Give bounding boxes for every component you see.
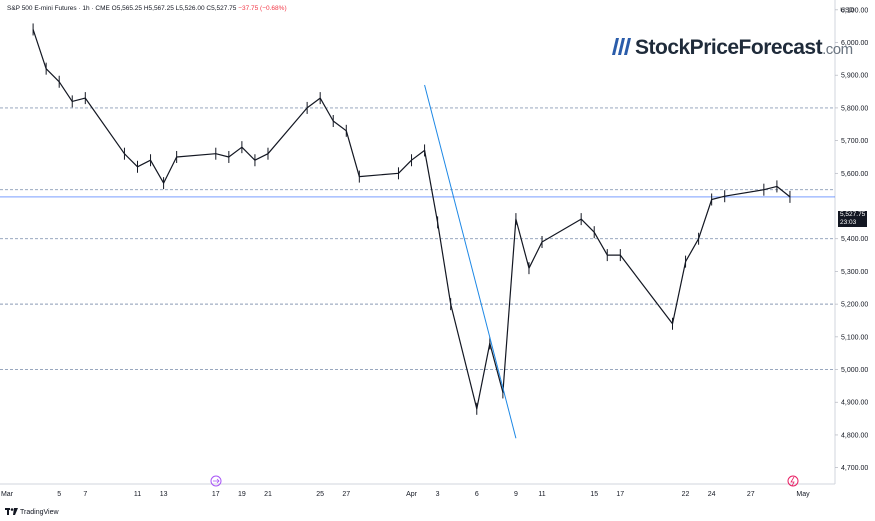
x-tick-label: 25 — [316, 491, 324, 498]
x-tick-label: 27 — [747, 491, 755, 498]
y-tick-label: 6,100.00 — [841, 7, 868, 14]
current-price: 5,527.75 — [840, 211, 866, 218]
tradingview-logo-icon — [5, 508, 18, 515]
x-tick-label: 21 — [264, 491, 272, 498]
y-tick-label: 5,800.00 — [841, 105, 868, 112]
brand-logo-icon — [612, 38, 631, 55]
x-tick-label: 22 — [682, 491, 690, 498]
x-tick-label: 5 — [57, 491, 61, 498]
low-value: L5,526.00 — [175, 5, 205, 12]
y-tick-label: 5,600.00 — [841, 171, 868, 178]
x-tick-label: May — [796, 491, 810, 498]
close-value: C5,527.75 — [206, 5, 237, 12]
price-series — [32, 23, 791, 415]
trendline-group — [424, 84, 517, 439]
y-tick-label: 4,900.00 — [841, 400, 868, 407]
x-tick-label: 6 — [475, 491, 479, 498]
y-tick-label: 4,700.00 — [841, 465, 868, 472]
brand-watermark: StockPriceForecast.com — [612, 36, 853, 60]
open-value: O5,565.25 — [111, 5, 143, 12]
x-tick-label: 3 — [436, 491, 440, 498]
x-tick-label: 7 — [83, 491, 87, 498]
x-tick-label: 19 — [238, 491, 246, 498]
x-tick-label: 11 — [134, 491, 141, 498]
x-tick-label: 9 — [514, 491, 518, 498]
tradingview-footer[interactable]: TradingView — [5, 508, 59, 516]
y-tick-label: 5,000.00 — [841, 367, 868, 374]
y-tick-label: 5,700.00 — [841, 138, 868, 145]
currency-label[interactable]: USD — [840, 7, 854, 14]
x-tick-label: Apr — [406, 491, 418, 498]
x-tick-label: 17 — [212, 491, 220, 498]
trendline[interactable] — [424, 84, 517, 439]
high-value: H5,567.25 — [143, 5, 174, 12]
horizontal-levels — [0, 107, 835, 370]
y-axis-ticks: 6,100.00 6,000.00 5,900.00 5,800.00 5,700.00… — [835, 7, 868, 472]
event-markers — [210, 475, 799, 487]
tradingview-label: TradingView — [20, 509, 59, 516]
change-value: −37.75 (−0.68%) — [238, 5, 287, 12]
y-tick-label: 5,300.00 — [841, 269, 868, 276]
current-price-tag: 5,527.75 23:03 — [838, 211, 867, 227]
bar-countdown: 23:03 — [840, 219, 857, 226]
symbol-header: S&P 500 E-mini Futures · 1h · CME O5,565… — [7, 5, 287, 12]
lightning-marker-icon[interactable] — [787, 475, 799, 487]
x-tick-label: 27 — [342, 491, 350, 498]
x-tick-label: 17 — [616, 491, 624, 498]
y-tick-label: 5,100.00 — [841, 334, 868, 341]
y-tick-label: 5,200.00 — [841, 302, 868, 309]
y-tick-label: 4,800.00 — [841, 432, 868, 439]
x-tick-label: 15 — [590, 491, 598, 498]
x-tick-label: 13 — [160, 491, 168, 498]
brand-name: StockPriceForecast — [635, 36, 823, 59]
brand-domain: .com — [822, 41, 853, 58]
y-tick-label: 5,400.00 — [841, 236, 868, 243]
x-axis-ticks: Mar 5 7 11 13 17 19 21 25 27 Apr 3 6 9 11 15 17 22 24 27 May — [1, 491, 810, 498]
y-tick-label: 6,000.00 — [841, 40, 868, 47]
event-marker-icon[interactable] — [210, 475, 222, 487]
symbol-name[interactable]: S&P 500 E-mini Futures · 1h · CME — [7, 5, 110, 12]
x-tick-label: 11 — [538, 491, 545, 498]
x-tick-label: 24 — [708, 491, 716, 498]
y-tick-label: 5,900.00 — [841, 73, 868, 80]
x-tick-label: Mar — [1, 491, 14, 498]
